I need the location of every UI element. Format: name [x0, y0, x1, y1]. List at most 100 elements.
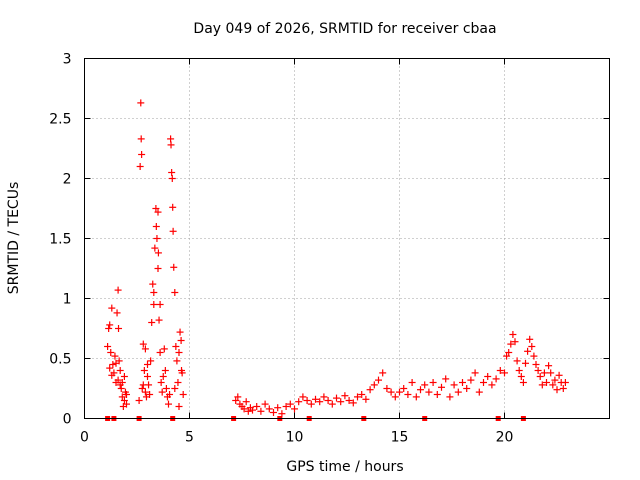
grid-lines	[84, 58, 610, 419]
plot-frame	[84, 58, 610, 419]
data-point	[408, 379, 416, 386]
data-point	[412, 393, 420, 401]
data-point	[291, 405, 298, 413]
data-point	[524, 347, 532, 355]
data-point	[154, 265, 162, 272]
data-point	[152, 223, 160, 230]
data-point	[158, 388, 166, 396]
data-point	[261, 400, 269, 408]
data-point	[312, 395, 319, 403]
axes: 0 0.5 1 1.5 2 2.5 3 0 5 10 15 20	[49, 52, 610, 446]
data-point	[404, 391, 412, 398]
data-point	[354, 393, 361, 401]
y-axis-label: SRMTID / TECUs	[6, 182, 22, 295]
data-point	[137, 135, 145, 143]
data-point	[138, 151, 146, 158]
data-point	[106, 321, 114, 329]
data-point	[174, 379, 182, 386]
data-point	[139, 340, 147, 348]
data-point	[333, 394, 340, 402]
x-tick-label: 0	[80, 430, 89, 446]
data-point	[234, 393, 242, 401]
data-point	[282, 403, 290, 410]
data-point	[168, 175, 176, 182]
data-point	[484, 373, 492, 380]
data-point	[117, 385, 125, 392]
data-point	[349, 399, 357, 407]
x-tick-label: 5	[185, 430, 194, 446]
data-point	[141, 388, 149, 396]
data-point	[175, 403, 183, 410]
data-point	[113, 309, 121, 317]
data-point	[116, 367, 124, 374]
data-point	[173, 357, 181, 365]
data-point	[154, 208, 162, 216]
data-point	[400, 385, 408, 392]
data-point	[178, 369, 186, 377]
data-point	[459, 379, 466, 386]
y-tick-label: 2.5	[49, 112, 71, 128]
data-point	[530, 352, 538, 360]
data-point	[167, 141, 175, 149]
data-point	[543, 379, 550, 386]
data-point	[165, 400, 172, 408]
data-point	[148, 319, 156, 326]
data-point	[454, 388, 462, 396]
data-point	[450, 381, 458, 389]
chart-title: Day 049 of 2026, SRMTID for receiver cba…	[193, 21, 496, 37]
data-point	[140, 367, 148, 374]
data-point	[108, 304, 116, 312]
data-point	[534, 367, 542, 374]
data-point	[509, 331, 517, 338]
data-point	[421, 381, 429, 389]
data-point	[503, 352, 511, 360]
data-point	[549, 381, 557, 389]
data-point	[536, 373, 544, 380]
data-point	[561, 379, 569, 386]
data-point	[383, 385, 391, 392]
data-point	[109, 361, 117, 368]
data-point	[123, 400, 130, 408]
data-point	[153, 235, 161, 242]
data-point	[123, 391, 130, 398]
data-point	[171, 385, 179, 392]
data-point	[463, 385, 471, 392]
y-tick-label: 3	[63, 52, 72, 68]
data-point	[152, 205, 160, 212]
data-point	[170, 263, 178, 271]
data-point	[553, 386, 561, 394]
data-point	[299, 393, 307, 401]
data-point	[379, 369, 387, 377]
data-point	[172, 343, 180, 350]
data-point	[345, 397, 353, 404]
data-point	[429, 379, 437, 386]
data-point	[253, 403, 261, 410]
data-point	[120, 373, 128, 380]
data-point	[154, 249, 162, 257]
data-point	[513, 357, 521, 365]
data-point	[249, 406, 256, 414]
data-point	[149, 280, 157, 288]
data-point	[150, 289, 158, 296]
data-point	[370, 381, 378, 389]
data-point	[446, 393, 454, 401]
data-point	[146, 391, 154, 398]
data-point	[115, 325, 123, 332]
data-point	[155, 316, 163, 324]
data-point	[156, 301, 164, 308]
data-point	[144, 361, 151, 368]
data-point	[362, 395, 370, 403]
data-point	[540, 369, 548, 377]
data-point	[157, 379, 165, 386]
data-point	[270, 409, 277, 416]
data-point	[118, 379, 126, 386]
data-point	[176, 328, 184, 336]
data-point	[147, 357, 155, 365]
x-tick-label: 20	[496, 430, 514, 446]
data-point	[240, 405, 248, 413]
data-point	[159, 373, 167, 380]
data-points	[104, 99, 569, 421]
data-point	[257, 407, 265, 415]
y-tick-label: 2	[63, 172, 72, 188]
